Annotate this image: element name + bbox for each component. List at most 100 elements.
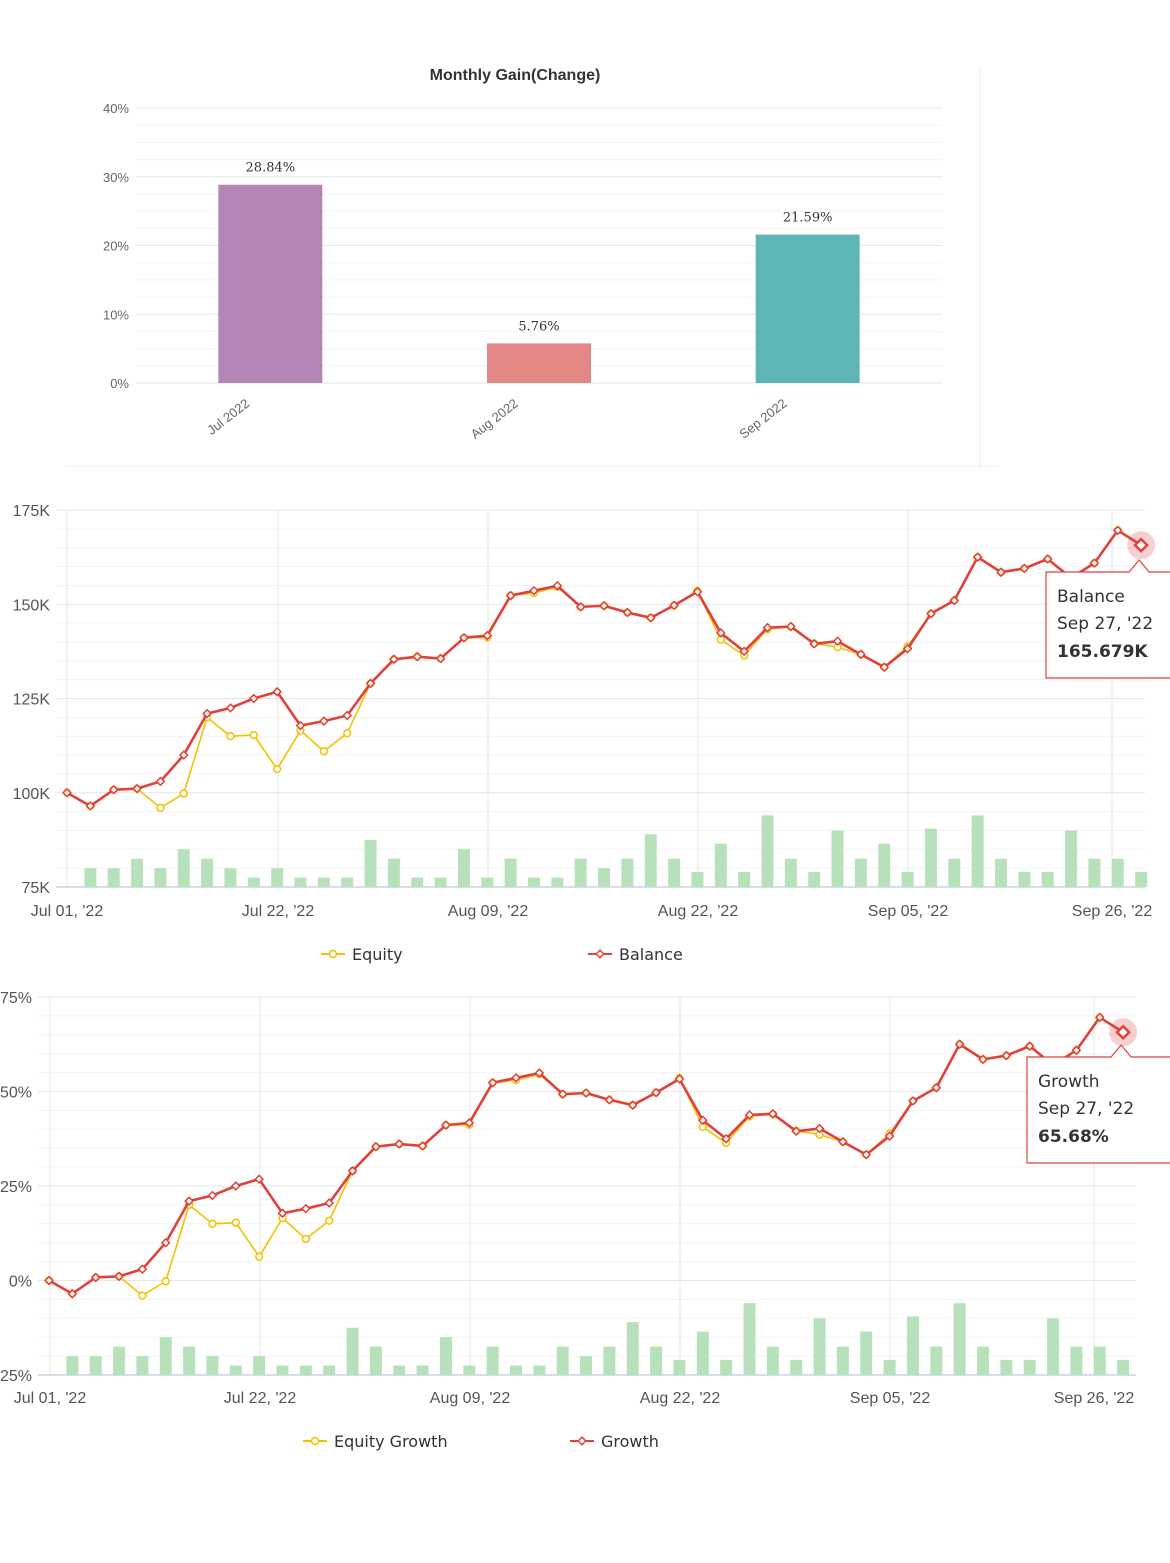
series-point[interactable] [511,1073,521,1083]
series-point[interactable] [342,710,353,721]
series-point[interactable] [371,1141,381,1152]
legend-item-balance[interactable]: Balance [588,945,683,964]
series-point[interactable] [389,654,399,665]
series-point[interactable] [1071,1045,1082,1056]
series-point[interactable] [178,750,189,760]
series-point[interactable] [744,1110,755,1120]
series-point[interactable] [599,600,609,611]
series-point[interactable] [230,1181,241,1191]
series-point[interactable] [226,732,235,741]
series-point[interactable] [926,608,936,619]
series-point[interactable] [1001,1050,1012,1061]
series-point[interactable] [231,1218,240,1227]
series-point[interactable] [1042,554,1053,564]
series-point[interactable] [908,1096,918,1106]
series-point[interactable] [931,1082,942,1093]
series-point[interactable] [767,1108,778,1119]
series-point[interactable] [202,708,212,719]
series-point[interactable] [272,686,283,697]
series-point[interactable] [645,612,656,623]
series-point[interactable] [114,1271,124,1282]
series-point[interactable] [318,716,329,726]
series-point[interactable] [108,784,119,795]
series-point[interactable] [785,621,796,632]
growth-legend[interactable]: Equity Growth Growth [303,1432,659,1451]
series-point[interactable] [324,1198,335,1208]
series-point[interactable] [972,552,983,562]
series-point[interactable] [248,693,259,704]
series-point[interactable] [464,1118,475,1128]
series-point[interactable] [762,622,773,633]
series-point[interactable] [184,1196,194,1206]
series-point[interactable] [715,628,726,638]
series-point[interactable] [208,1219,217,1228]
legend-item-equity[interactable]: Equity [321,945,403,964]
series-point[interactable] [534,1068,545,1078]
series-point[interactable] [347,1166,358,1176]
series-point[interactable] [1112,525,1123,536]
balance-legend[interactable]: Equity Balance [321,945,683,964]
series-point[interactable] [627,1100,638,1110]
series-point[interactable] [300,1203,311,1214]
series-point[interactable] [301,1234,311,1244]
series-point[interactable] [697,1115,708,1126]
series-point[interactable] [273,764,282,774]
series-point[interactable] [721,1133,732,1144]
series-point[interactable] [809,638,820,649]
series-point[interactable] [884,1131,895,1141]
series-point[interactable] [155,776,166,787]
series-point[interactable] [978,1054,988,1065]
series-point[interactable] [954,1039,965,1050]
bar-sep-2022[interactable] [755,234,860,383]
series-point[interactable] [505,590,516,601]
series-point[interactable] [856,649,866,660]
series-point[interactable] [435,653,446,664]
series-point[interactable] [277,1208,288,1219]
series-point[interactable] [902,643,913,654]
series-point[interactable] [575,602,586,612]
series-point[interactable] [161,1277,170,1286]
series-point[interactable] [832,636,843,647]
series-point[interactable] [179,789,188,798]
series-point[interactable] [692,586,703,597]
series-point[interactable] [1019,563,1030,574]
series-point[interactable] [295,720,306,731]
series-point[interactable] [249,730,258,740]
series-point[interactable] [861,1149,872,1160]
series-point[interactable] [838,1136,848,1147]
series-point[interactable] [319,747,329,756]
series-point[interactable] [1094,1012,1105,1023]
series-point[interactable] [529,585,539,596]
series-point[interactable] [132,783,142,794]
series-point[interactable] [996,567,1006,578]
series-point[interactable] [156,803,165,812]
series-point[interactable] [1024,1041,1035,1052]
series-point[interactable] [739,646,750,657]
series-point[interactable] [138,1291,147,1300]
series-point[interactable] [207,1190,218,1201]
series-point[interactable] [879,662,890,673]
series-point[interactable] [791,1126,802,1137]
series-point[interactable] [255,1252,264,1261]
series-point[interactable] [137,1264,148,1275]
series-point[interactable] [441,1120,451,1131]
series-point[interactable] [85,801,96,811]
series-point[interactable] [365,678,376,689]
series-point[interactable] [90,1272,101,1283]
series-point[interactable] [412,651,423,662]
series-point[interactable] [622,607,633,618]
series-point[interactable] [67,1288,78,1299]
series-point[interactable] [814,1123,825,1134]
series-point[interactable] [949,595,960,606]
series-point[interactable] [160,1237,171,1248]
bar-aug-2022[interactable] [487,343,591,383]
bar-jul-2022[interactable] [218,184,323,383]
series-point[interactable] [674,1074,685,1084]
series-point[interactable] [225,703,236,713]
series-point[interactable] [1089,558,1100,569]
legend-item-growth[interactable]: Growth [570,1432,659,1451]
series-point[interactable] [254,1174,265,1185]
series-point[interactable] [557,1089,568,1100]
series-point[interactable] [44,1275,54,1286]
series-point[interactable] [669,600,679,611]
